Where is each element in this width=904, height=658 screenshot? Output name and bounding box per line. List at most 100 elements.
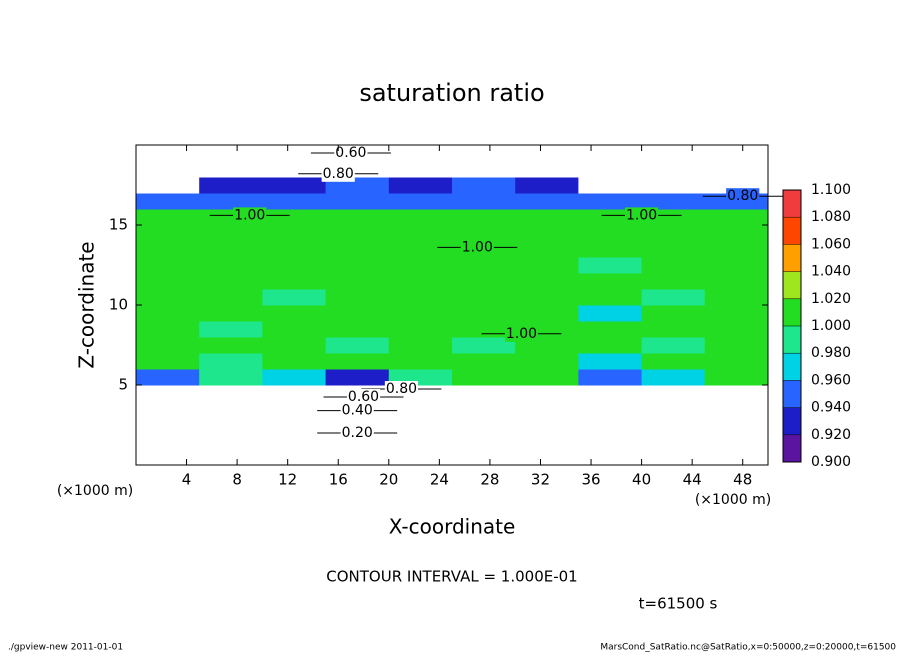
cell [515,193,579,210]
x-tick-label: 12 [278,471,297,489]
cell [325,225,390,242]
cell [199,369,263,386]
cell [199,289,263,306]
cell [641,225,706,242]
y-tick-label: 5 [118,376,128,394]
cell [262,353,327,370]
cell [641,321,706,338]
contour-label-bg [460,239,494,256]
cell [578,273,643,290]
cell [388,401,453,418]
colorbar-swatch [783,353,801,381]
cell [136,209,200,226]
cell [325,209,390,226]
colorbar-swatch [783,407,801,435]
contour-label-bg [625,207,659,224]
cell [704,289,769,306]
cell [515,273,579,290]
cell [515,449,579,466]
cell [704,449,769,466]
footer-left: ./gpview-new 2011-01-01 [8,643,123,653]
contour-label: 0.80 [727,188,758,204]
cell [199,385,263,402]
cell [325,337,390,354]
cell [704,433,769,450]
x-tick-label: 48 [733,471,752,489]
cell [136,353,200,370]
cell [452,161,516,178]
cell [136,145,200,162]
cell [262,337,327,354]
cell [136,193,200,210]
cell [515,353,579,370]
cell [388,289,453,306]
cell [262,417,327,434]
cell [199,193,263,210]
cell [704,209,769,226]
cell [578,449,643,466]
cell [325,257,390,274]
cell [641,353,706,370]
contour-label: 1.00 [234,207,265,223]
cell [262,369,327,386]
cell [452,273,516,290]
contour-label-bg [340,402,374,419]
colorbar-swatch [783,298,801,326]
cell [136,177,200,194]
cell [704,401,769,418]
cell [136,385,200,402]
cell [199,273,263,290]
cell [262,209,327,226]
cell [704,145,769,162]
contour-label-bg [384,381,419,397]
cell [136,417,200,434]
cell [452,257,516,274]
cell [262,145,327,162]
cell [641,273,706,290]
cell [515,289,579,306]
cell [325,449,390,466]
cell [452,225,516,242]
colorbar-label: 1.020 [811,291,851,307]
footer-right: MarsCond_SatRatio.nc@SatRatio,x=0:50000,… [600,643,896,653]
cell [262,193,327,210]
cell [388,161,453,178]
cell [452,449,516,466]
cell [641,433,706,450]
cell [262,161,327,178]
cell [262,433,327,450]
cell [641,337,706,354]
cell [578,353,643,370]
cell [262,257,327,274]
cell [136,289,200,306]
contour-interval: CONTOUR INTERVAL = 1.000E-01 [326,568,577,586]
cell [199,449,263,466]
cell [704,337,769,354]
cell [452,289,516,306]
cell [704,385,769,402]
x-tick-label: 4 [182,471,192,489]
cell [578,321,643,338]
contour-label-bg [504,325,539,342]
colorbar-label: 0.960 [811,372,851,388]
colorbar-swatch [783,326,801,354]
contour-label: 0.40 [342,403,373,419]
cell [136,449,200,466]
cell [641,177,706,194]
x-tick-label: 8 [232,471,242,489]
cell [199,241,263,258]
cell [515,305,579,322]
cell [452,385,516,402]
cell [704,225,769,242]
cell [325,353,390,370]
cell [704,417,769,434]
cell [199,225,263,242]
colorbar-swatch [783,271,801,299]
cell [641,193,706,210]
colorbar-label: 1.080 [811,209,851,225]
cell [515,225,579,242]
cell [578,305,643,322]
cell [325,241,390,258]
cell [641,401,706,418]
colorbar-swatch [783,434,801,462]
